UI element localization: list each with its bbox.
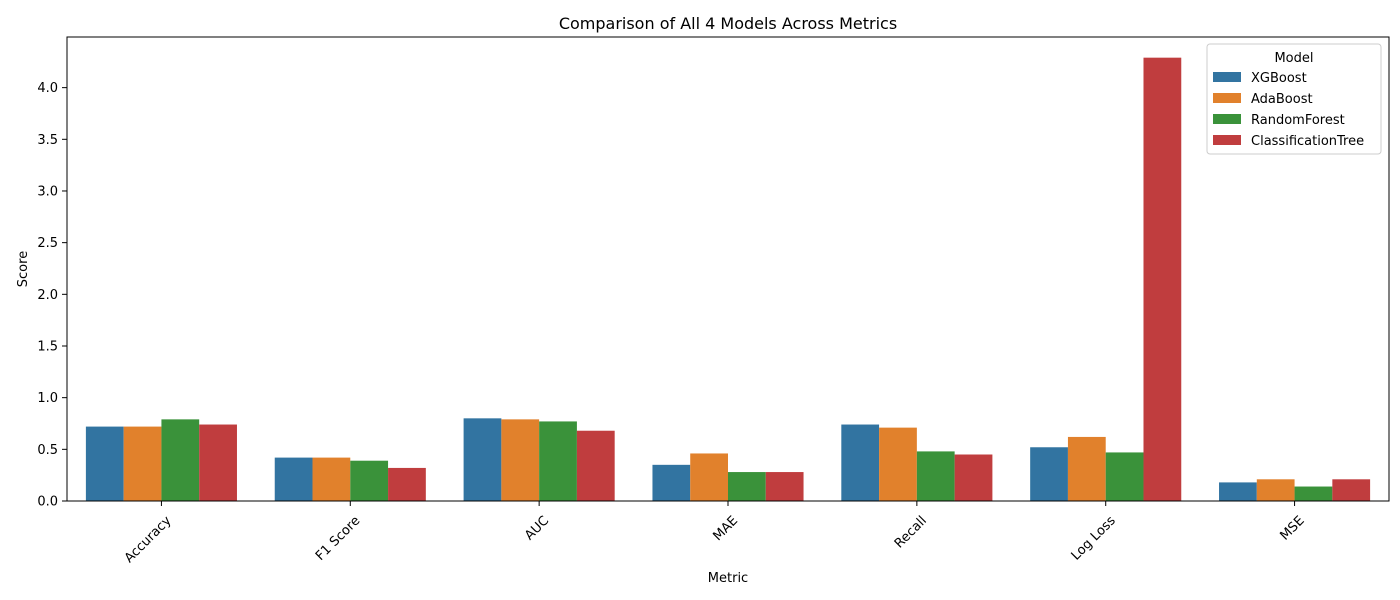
bar (1067, 436, 1106, 501)
x-axis-label: Metric (708, 571, 748, 586)
legend-swatch (1213, 72, 1241, 82)
y-tick-label: 1.5 (37, 339, 58, 354)
y-tick-label: 4.0 (37, 81, 58, 96)
bar (1332, 479, 1371, 501)
bar (728, 472, 766, 501)
bars-group (85, 57, 1371, 502)
bar (1105, 452, 1144, 501)
bar (841, 424, 880, 501)
plot-frame (66, 36, 1390, 502)
x-tick-label: Accuracy (122, 513, 175, 566)
bar (161, 419, 200, 501)
y-tick-label: 2.0 (37, 288, 58, 303)
bar (1294, 486, 1333, 501)
bar (916, 451, 955, 501)
y-tick-label: 3.0 (37, 184, 58, 199)
y-axis: 0.0 0.5 1.0 1.5 2.0 2.5 3.0 3.5 4.0 (37, 81, 67, 510)
bar (690, 453, 728, 501)
legend-label: RandomForest (1251, 113, 1345, 128)
bar (765, 472, 804, 501)
bar (350, 460, 389, 501)
y-tick-label: 3.5 (37, 133, 58, 148)
x-tick-label: MAE (710, 513, 741, 544)
y-tick-label: 1.0 (37, 391, 58, 406)
x-tick-label: F1 Score (313, 513, 363, 563)
y-tick-label: 0.0 (37, 495, 58, 510)
x-axis: Accuracy F1 Score AUC MAE Recall Log Loss MSE (122, 501, 1308, 566)
bar (576, 430, 615, 501)
legend-swatch (1213, 93, 1241, 103)
x-tick-label: MSE (1277, 513, 1307, 543)
chart-title: Comparison of All 4 Models Across Metric… (559, 14, 897, 33)
legend: Model XGBoost AdaBoost RandomForest Classif… (1206, 43, 1382, 155)
y-axis-label: Score (16, 251, 31, 287)
bar (1030, 447, 1068, 501)
legend-label: ClassificationTree (1251, 134, 1364, 149)
y-tick-label: 2.5 (37, 236, 58, 251)
bar (274, 457, 313, 501)
bar (463, 418, 502, 501)
legend-swatch (1213, 135, 1241, 145)
bar (652, 464, 691, 501)
bar (954, 454, 993, 501)
bar (1143, 57, 1182, 502)
x-tick-label: Recall (892, 513, 930, 551)
legend-title: Model (1274, 51, 1313, 66)
legend-label: XGBoost (1251, 71, 1307, 86)
y-tick-label: 0.5 (37, 443, 58, 458)
bar (85, 426, 124, 501)
bar (539, 421, 577, 501)
bar (1256, 479, 1295, 501)
legend-swatch (1213, 114, 1241, 124)
x-tick-label: AUC (522, 513, 552, 543)
legend-box (1206, 43, 1382, 155)
bar (312, 457, 351, 501)
bar (199, 424, 237, 501)
bar (501, 419, 540, 501)
bar (879, 427, 917, 501)
legend-label: AdaBoost (1251, 92, 1313, 107)
bar (123, 426, 162, 501)
bar (1219, 482, 1257, 501)
bar (388, 467, 426, 501)
x-tick-label: Log Loss (1069, 513, 1119, 563)
